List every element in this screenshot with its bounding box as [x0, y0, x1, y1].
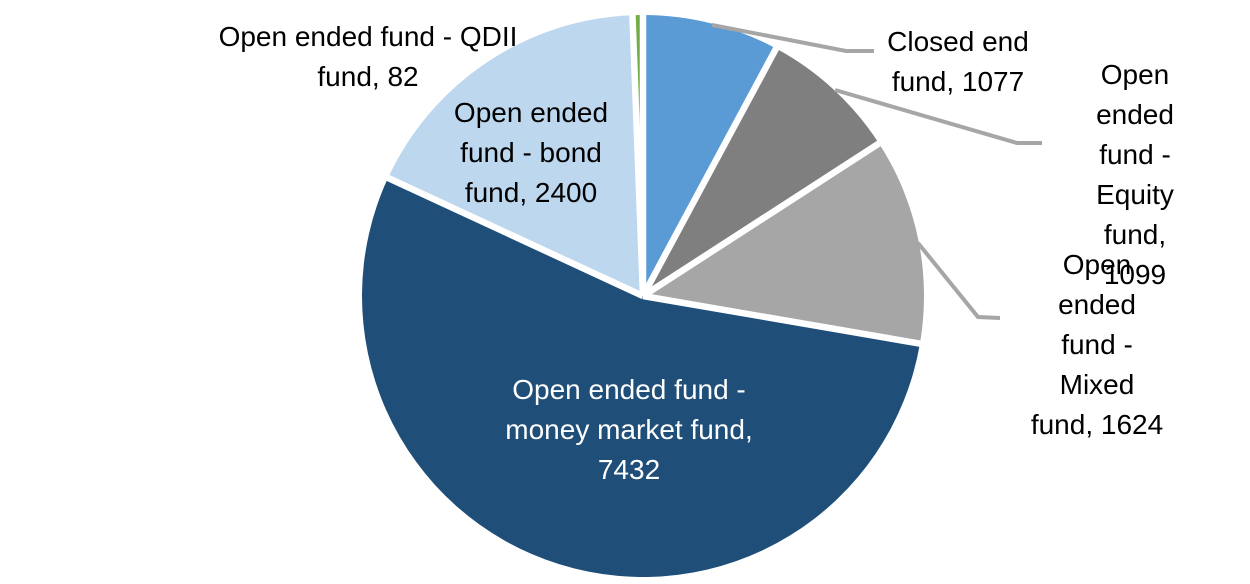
slice-separator: [642, 292, 922, 347]
pie-slice-closed-end-fund: [643, 15, 777, 296]
leader-line-closed-end-fund: [711, 23, 874, 53]
slice-separator: [641, 140, 882, 299]
slice-separator: [629, 14, 647, 297]
leader-line-equity-fund: [834, 88, 1042, 145]
slice-separator: [385, 174, 645, 299]
pie-slice-equity-fund: [643, 48, 879, 296]
slice-separator: [640, 46, 780, 298]
pie-slice-mixed-fund: [643, 143, 925, 344]
leader-line-mixed-fund: [916, 241, 1001, 320]
pie-slice-bond-fund: [388, 15, 643, 296]
pie-slice-money-market-fund: [362, 177, 920, 578]
